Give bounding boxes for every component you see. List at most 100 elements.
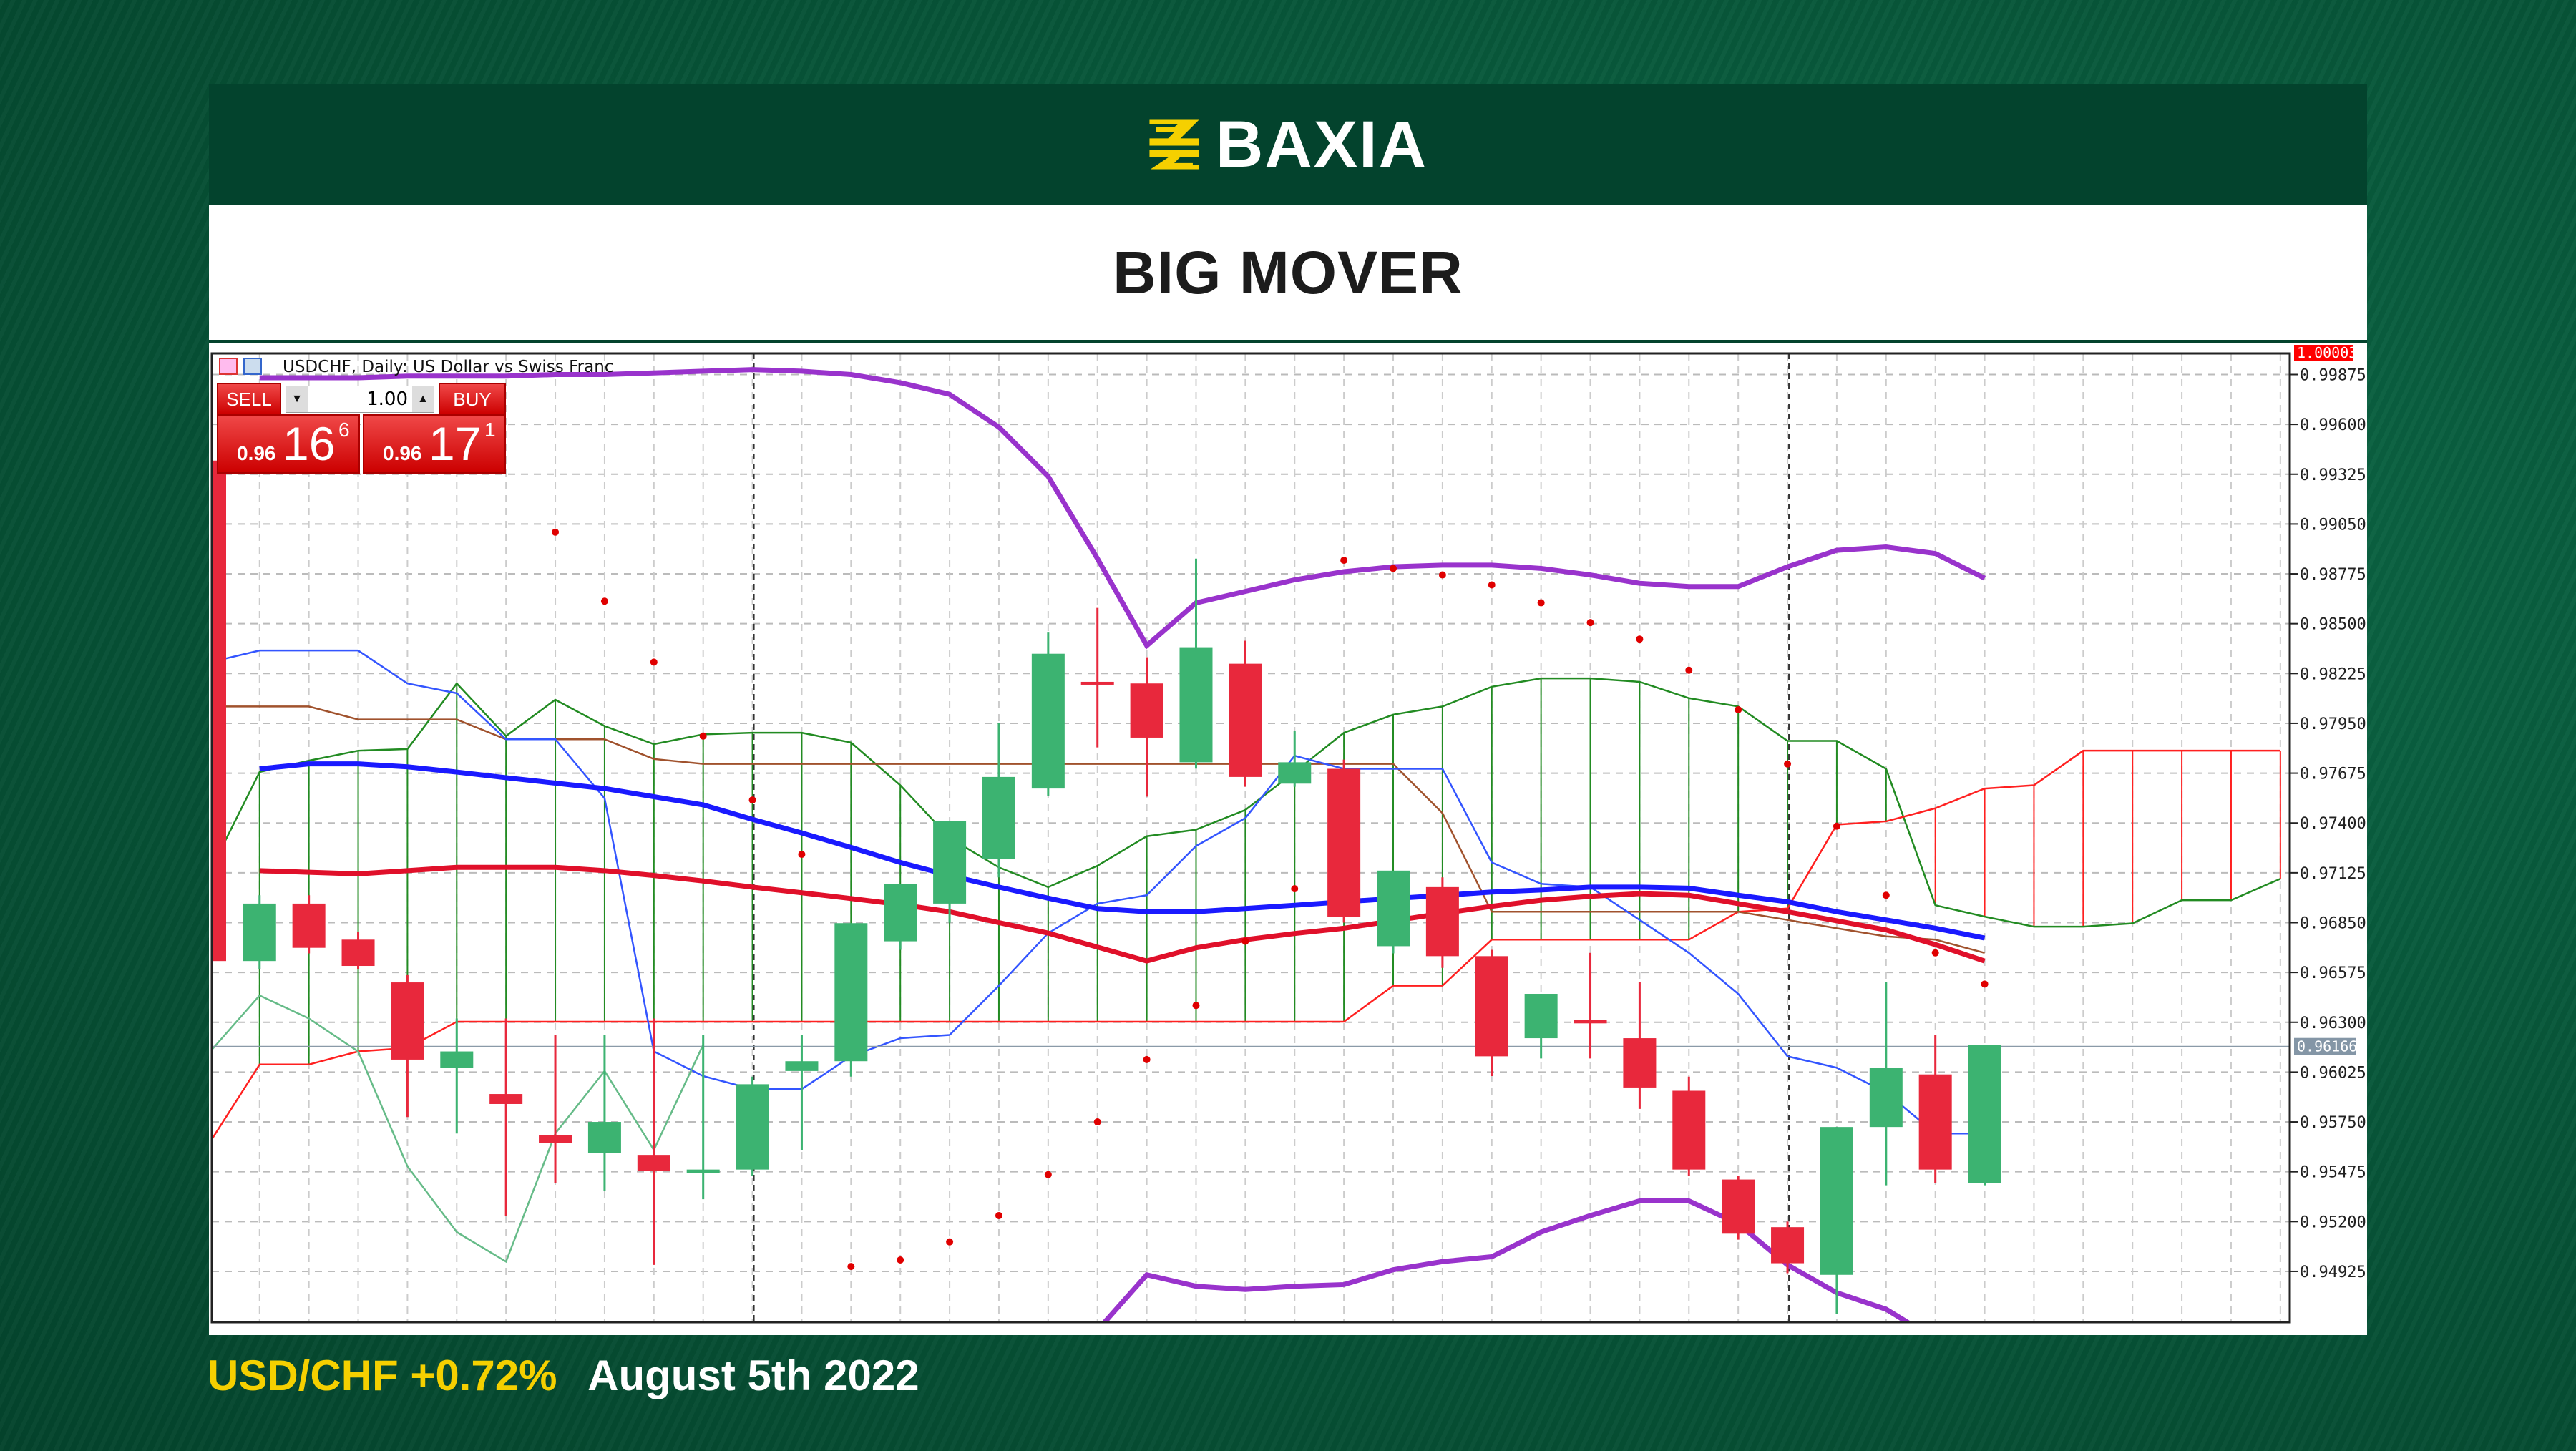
caption-date: August 5th 2022 [587,1352,919,1399]
candle-bearish [489,1094,523,1104]
y-axis-tick-label: 0.96850 [2300,914,2366,932]
parabolic-sar-dot [995,1211,1002,1219]
brand-header: BAXIA [209,84,2367,205]
parabolic-sar-dot [650,658,658,666]
lot-size-stepper[interactable]: ▼ ▲ [286,386,434,413]
candle-bullish [587,1122,621,1153]
brand-name: BAXIA [1215,107,1428,181]
bollinger-lower-line [1101,1198,1913,1322]
plot-frame [210,352,2291,1324]
parabolic-sar-dot [1636,635,1644,643]
lot-size-input[interactable] [308,386,412,412]
candle-bullish [1869,1068,1903,1128]
current-price-label: 0.96166 [2297,1038,2357,1055]
baxia-logo: BAXIA [1148,107,1428,182]
candle-bearish [539,1135,572,1143]
pair-change: USD/CHF +0.72% [208,1352,557,1399]
candle-bearish [1672,1090,1706,1170]
parabolic-sar-dot [1586,619,1594,627]
parabolic-sar-dot [1192,1002,1200,1010]
candle-bullish [1524,994,1558,1039]
sell-price-prefix: 0.96 [237,442,276,464]
chart-window[interactable]: 0.99875 0.99600 0.99325 0.99050 0.98775 0.985… [209,343,2367,1335]
sell-price-button[interactable]: 0.96 16 6 [217,414,360,474]
senkou-span-a-line [212,677,2281,928]
sell-button[interactable]: SELL [217,383,281,416]
y-axis-tick-label: 0.95750 [2300,1114,2366,1132]
lot-decrease-icon[interactable]: ▼ [291,393,303,405]
y-axis-tick-label: 0.95475 [2300,1164,2366,1182]
parabolic-sar-dot [897,1256,904,1264]
parabolic-sar-dot [699,732,707,740]
partial-candle [212,460,226,962]
title-band: BIG MOVER [209,205,2367,343]
y-axis-tick-label: 0.98225 [2300,665,2366,683]
parabolic-sar-dot [1784,760,1792,768]
lot-increase-icon[interactable]: ▲ [417,393,429,405]
candle-bearish [1623,1038,1657,1088]
candle-bearish [1475,956,1508,1057]
parabolic-sar-dot [847,1263,855,1271]
candle-bearish [1425,886,1459,957]
y-axis-tick-label: 0.97125 [2300,865,2366,883]
candle-bearish [391,982,424,1060]
buy-price-pips: 17 [429,417,482,470]
y-axis-tick-label: 0.98775 [2300,566,2366,584]
y-axis-tick-label: 0.99875 [2300,366,2366,384]
candle-bearish [1918,1074,1952,1170]
candle-bullish [243,903,276,962]
candle-bullish [834,923,868,1062]
sell-price-pips: 16 [283,417,336,470]
parabolic-sar-dot [748,796,756,804]
candle-bearish [1327,768,1361,917]
chart-symbol-title: USDCHF, Daily: US Dollar vs Swiss Franc [283,358,614,376]
chikou-span-line [212,994,704,1264]
y-axis-tick-label: 0.97400 [2300,815,2366,833]
parabolic-sar-dot [946,1238,954,1246]
current-price-marker [2294,1037,2356,1055]
candle-bearish [637,1155,670,1171]
baxia-logo-icon [1149,119,1199,170]
parabolic-sar-dot [600,597,608,605]
y-axis-tick-label: 0.99600 [2300,416,2366,434]
buy-price-button[interactable]: 0.96 17 1 [363,414,506,474]
one-click-trading-panel: SELL ▼ ▲ BUY 0.96 16 6 0.96 17 1 [217,383,506,474]
plot-area [212,353,2290,1322]
buy-button[interactable]: BUY [439,383,506,416]
y-axis-tick-label: 0.96575 [2300,964,2366,982]
chart-type-icon [243,358,262,375]
candle-bearish [1080,681,1114,685]
y-axis-tick-label: 0.96025 [2300,1064,2366,1082]
moving-average-slow-line [259,864,1986,964]
candle-bullish [785,1061,819,1071]
parabolic-sar-dot [1390,565,1397,572]
candle-bullish [1179,647,1213,763]
candle-bullish [1968,1045,2001,1183]
candle-bullish [1031,653,1065,789]
parabolic-sar-dot [798,851,806,859]
y-axis-tick-label: 0.99325 [2300,466,2366,484]
candle-bullish [1278,762,1312,784]
parabolic-sar-dot [1882,891,1890,899]
candle-bullish [1377,870,1410,947]
top-price-label: 1.00003 [2297,344,2357,361]
y-axis-tick-label: 0.96300 [2300,1015,2366,1032]
parabolic-sar-dot [1537,599,1545,607]
candle-bullish [884,884,917,942]
y-axis-tick-label: 0.99050 [2300,516,2366,534]
parabolic-sar-dot [1093,1118,1101,1126]
bollinger-upper-line [259,367,1986,650]
candle-bullish [933,821,967,904]
parabolic-sar-dot [1833,822,1840,830]
y-axis-tick-label: 0.94925 [2300,1264,2366,1281]
y-axis-tick-label: 0.95200 [2300,1213,2366,1231]
footer-caption: USD/CHF +0.72% August 5th 2022 [208,1351,919,1400]
parabolic-sar-dot [1931,949,1939,957]
parabolic-sar-dot [1685,666,1693,674]
candle-bullish [982,776,1015,859]
parabolic-sar-dot [1488,581,1496,589]
parabolic-sar-dot [552,528,560,536]
price-chart[interactable]: 0.99875 0.99600 0.99325 0.99050 0.98775 0.985… [209,343,2367,1335]
y-axis-tick-label: 0.97950 [2300,715,2366,733]
page-title: BIG MOVER [1113,238,1463,306]
